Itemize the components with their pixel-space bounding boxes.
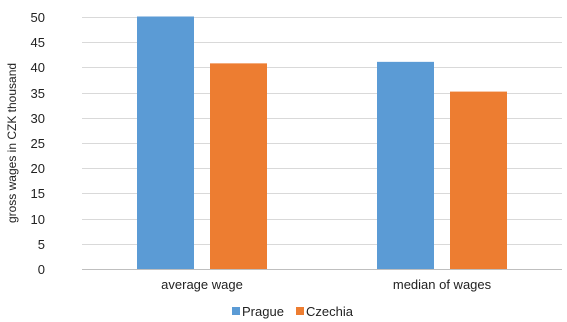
y-tick-label: 20 xyxy=(31,161,45,176)
y-tick-label: 30 xyxy=(31,111,45,126)
y-tick-label: 40 xyxy=(31,60,45,75)
bar-czechia-average-wage xyxy=(210,63,267,270)
legend-swatch-prague xyxy=(232,307,240,315)
x-tick-label: median of wages xyxy=(393,277,492,292)
x-tick-labels: average wage median of wages xyxy=(161,277,491,292)
bar-prague-median-of-wages xyxy=(377,61,434,269)
bars xyxy=(137,16,507,270)
legend-label-prague: Prague xyxy=(242,304,284,319)
bar-prague-average-wage xyxy=(137,16,194,269)
y-tick-label: 35 xyxy=(31,86,45,101)
y-tick-label: 0 xyxy=(38,262,45,277)
y-tick-label: 25 xyxy=(31,136,45,151)
y-tick-label: 50 xyxy=(31,10,45,25)
y-tick-label: 5 xyxy=(38,237,45,252)
legend-label-czechia: Czechia xyxy=(306,304,354,319)
y-tick-labels: 0 5 10 15 20 25 30 35 40 45 50 xyxy=(31,10,45,277)
x-tick-label: average wage xyxy=(161,277,243,292)
legend-swatch-czechia xyxy=(296,307,304,315)
y-tick-label: 10 xyxy=(31,212,45,227)
y-axis-title: gross wages in CZK thousand xyxy=(5,63,19,223)
bar-czechia-median-of-wages xyxy=(450,91,507,269)
y-tick-label: 15 xyxy=(31,186,45,201)
legend: Prague Czechia xyxy=(232,304,354,319)
y-tick-label: 45 xyxy=(31,35,45,50)
